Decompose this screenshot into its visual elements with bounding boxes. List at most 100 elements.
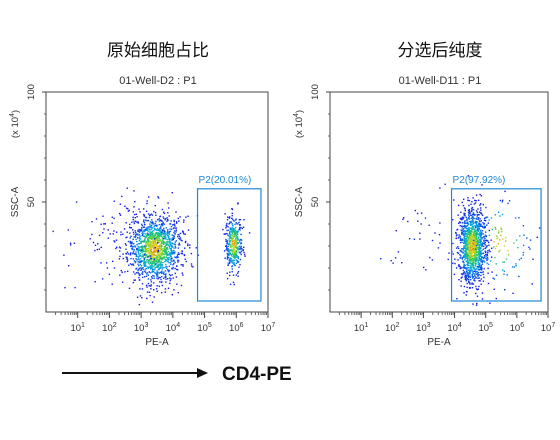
data-point — [146, 241, 148, 243]
data-point — [470, 248, 472, 251]
data-point — [483, 239, 485, 241]
data-point — [158, 259, 161, 261]
data-point — [473, 278, 476, 280]
data-point — [149, 256, 151, 258]
data-point — [487, 222, 489, 224]
data-point — [457, 252, 460, 254]
data-point — [466, 248, 469, 251]
data-point — [239, 229, 241, 231]
data-point — [493, 241, 495, 243]
data-point — [481, 226, 484, 228]
data-point — [141, 232, 143, 234]
data-point — [150, 262, 152, 265]
data-point — [142, 226, 145, 228]
data-point — [70, 244, 72, 246]
data-point — [235, 249, 237, 252]
data-point — [473, 214, 475, 216]
data-point — [476, 231, 478, 234]
data-point — [144, 271, 147, 274]
data-point — [139, 295, 142, 297]
data-point — [147, 234, 149, 236]
data-point — [240, 247, 243, 250]
data-point — [475, 247, 477, 249]
data-point — [129, 227, 131, 229]
data-point — [173, 235, 175, 237]
data-point — [151, 269, 154, 271]
data-point — [155, 272, 157, 275]
data-point — [135, 258, 137, 260]
data-point — [147, 256, 149, 258]
data-point — [157, 251, 159, 253]
data-point — [153, 261, 156, 264]
data-point — [169, 262, 172, 264]
data-point — [466, 260, 468, 263]
data-point — [135, 255, 137, 257]
data-point — [235, 232, 237, 234]
data-point — [476, 249, 478, 251]
data-point — [468, 223, 470, 225]
data-point — [147, 239, 149, 242]
data-point — [473, 251, 475, 254]
data-point — [175, 268, 178, 271]
data-point — [463, 263, 465, 266]
x-tick-base: 10 — [541, 323, 552, 334]
data-point — [472, 259, 474, 261]
data-point — [494, 256, 496, 259]
data-point — [134, 261, 137, 263]
data-point — [483, 223, 485, 225]
data-point — [142, 231, 144, 233]
data-point — [478, 277, 480, 279]
data-point — [181, 239, 183, 242]
data-point — [172, 246, 174, 248]
data-point — [97, 243, 99, 245]
data-point — [461, 232, 463, 235]
data-point — [138, 230, 140, 232]
data-point — [431, 259, 434, 261]
data-point — [467, 243, 469, 245]
data-point — [168, 271, 170, 273]
data-point — [518, 275, 520, 278]
data-point — [475, 292, 477, 295]
data-point — [475, 288, 478, 290]
data-point — [481, 184, 483, 186]
data-point — [158, 229, 160, 231]
data-point — [465, 248, 468, 251]
data-point — [466, 245, 469, 248]
data-point — [505, 237, 507, 239]
data-point — [470, 279, 472, 281]
data-point — [483, 236, 485, 238]
data-point — [138, 228, 140, 231]
data-point — [149, 214, 151, 216]
data-point — [234, 228, 236, 230]
data-point — [134, 273, 136, 275]
data-point — [226, 255, 229, 257]
data-point — [248, 232, 251, 234]
data-point — [111, 283, 113, 285]
data-point — [452, 218, 454, 221]
data-point — [240, 252, 242, 254]
data-point — [234, 219, 237, 221]
data-point — [161, 223, 164, 226]
data-point — [68, 265, 70, 267]
data-point — [471, 250, 474, 252]
data-point — [473, 245, 476, 247]
data-point — [111, 216, 113, 218]
data-point — [477, 230, 479, 232]
data-point — [149, 237, 151, 240]
data-point — [231, 215, 233, 217]
data-point — [142, 247, 144, 250]
data-point — [161, 237, 163, 239]
data-point — [472, 245, 474, 247]
data-point — [164, 249, 166, 252]
x-tick-label: 103 — [416, 322, 431, 334]
data-point — [473, 230, 476, 233]
data-point — [130, 245, 132, 248]
data-point — [132, 258, 134, 260]
data-point — [156, 290, 158, 292]
data-point — [462, 247, 464, 250]
data-point — [479, 243, 481, 245]
data-point — [130, 227, 133, 229]
data-point — [160, 253, 162, 255]
data-point — [472, 264, 474, 266]
